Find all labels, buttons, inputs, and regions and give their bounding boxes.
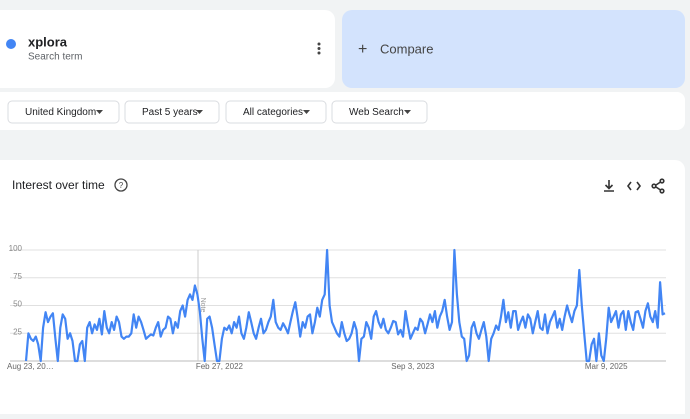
term-name: xplora xyxy=(28,34,68,49)
term-label: Search term xyxy=(28,52,82,63)
x-tick-label: Aug 23, 20… xyxy=(7,362,54,371)
y-tick-label: 25 xyxy=(13,327,22,336)
filter-label: United Kingdom xyxy=(25,107,96,118)
help-icon[interactable]: ? xyxy=(114,178,128,192)
svg-text:?: ? xyxy=(119,181,124,190)
share-icon[interactable] xyxy=(651,178,665,194)
compare-plus: + xyxy=(358,41,367,58)
download-icon[interactable] xyxy=(604,180,614,192)
filter-label: Web Search xyxy=(349,107,404,118)
filter-button[interactable] xyxy=(124,100,220,124)
trend-line xyxy=(24,248,666,363)
term-dot xyxy=(6,39,16,49)
dropdown-arrow xyxy=(303,110,310,114)
filter-button[interactable] xyxy=(225,100,327,124)
x-tick-label: Mar 9, 2025 xyxy=(585,362,628,371)
filter-button[interactable] xyxy=(7,100,120,124)
term-card[interactable] xyxy=(0,10,335,88)
annotation-label: Note xyxy=(199,298,206,313)
panel-title: Interest over time xyxy=(12,178,105,192)
chart-card xyxy=(0,160,685,419)
dropdown-arrow xyxy=(404,110,411,114)
compare-card[interactable] xyxy=(342,10,685,88)
x-tick-label: Feb 27, 2022 xyxy=(196,362,244,371)
compare-label: Compare xyxy=(380,41,433,56)
x-tick-label: Sep 3, 2023 xyxy=(391,362,435,371)
y-tick-label: 100 xyxy=(9,244,23,253)
filter-button[interactable] xyxy=(331,100,428,124)
more-menu[interactable] xyxy=(317,42,321,55)
y-tick-label: 75 xyxy=(13,272,22,281)
y-tick-label: 50 xyxy=(13,300,22,309)
filter-label: Past 5 years xyxy=(142,107,198,118)
embed-icon[interactable] xyxy=(627,181,641,191)
filter-label: All categories xyxy=(243,107,303,118)
dropdown-arrow xyxy=(96,110,103,114)
dropdown-arrow xyxy=(196,110,203,114)
